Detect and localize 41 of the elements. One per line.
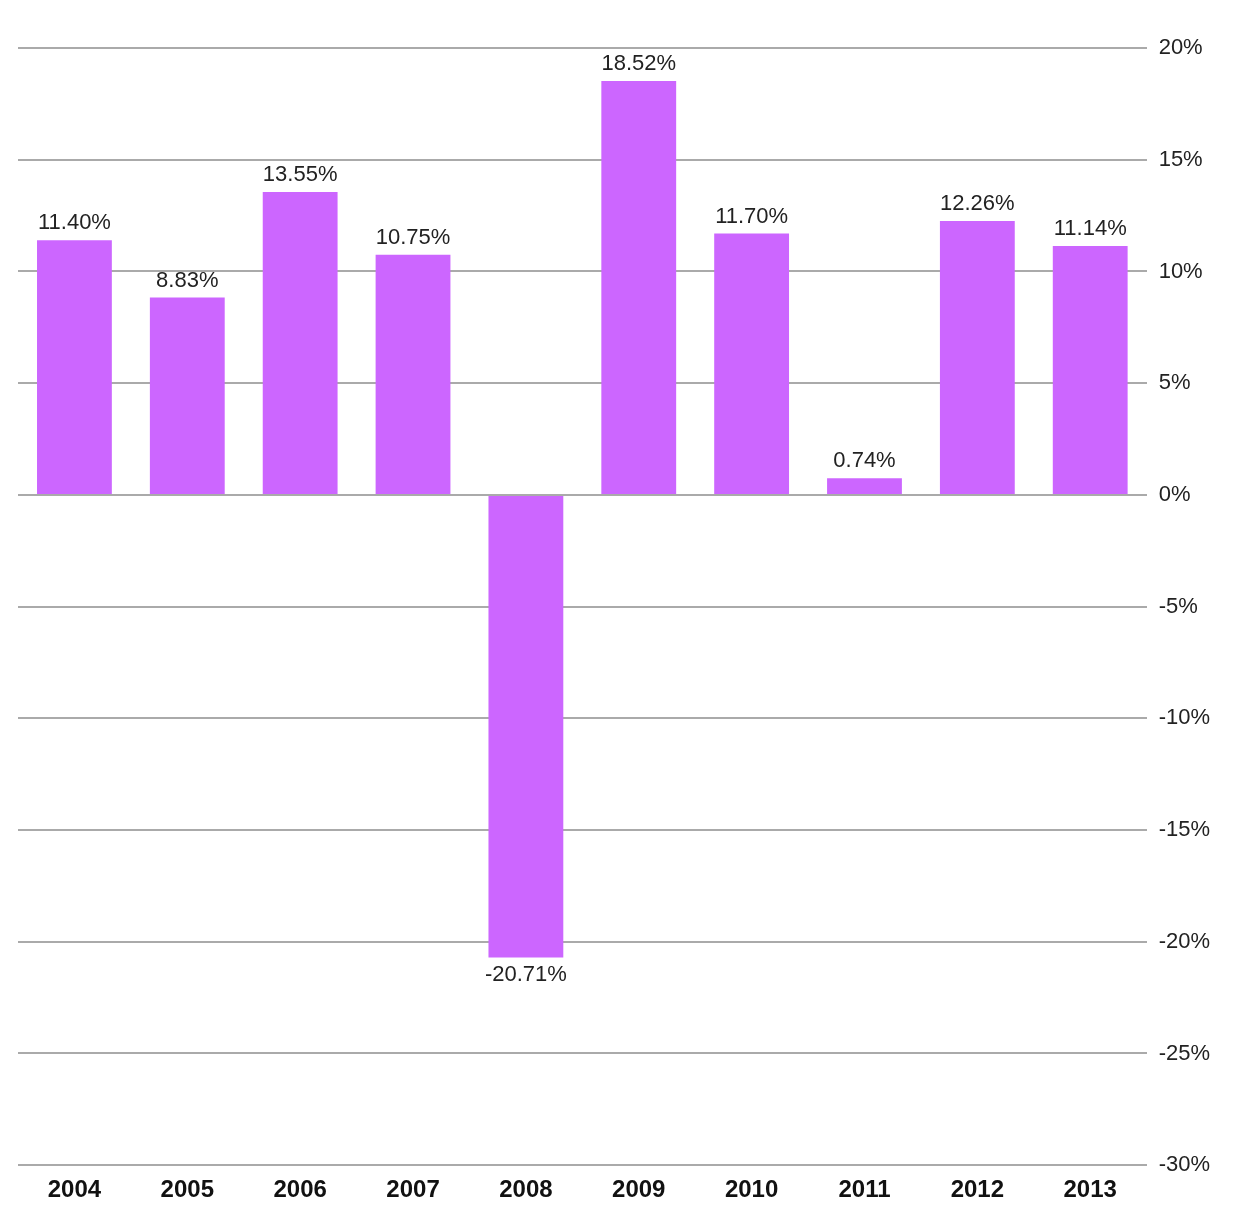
- data-label: -20.71%: [484, 960, 567, 986]
- y-tick-label: 20%: [1158, 34, 1203, 60]
- y-tick-label: 15%: [1158, 145, 1203, 171]
- y-tick-label: -10%: [1158, 704, 1210, 730]
- y-tick-label: -30%: [1158, 1151, 1210, 1177]
- bar: [827, 478, 902, 494]
- bar: [1052, 245, 1128, 494]
- bar: [262, 192, 338, 494]
- bar: [149, 297, 225, 494]
- data-label: 18.52%: [601, 50, 677, 76]
- bar: [37, 240, 112, 494]
- data-label: 11.14%: [1053, 215, 1127, 241]
- x-tick-label: 2013: [1063, 1175, 1117, 1203]
- x-tick-label: 2007: [386, 1175, 440, 1203]
- y-tick-label: 0%: [1158, 480, 1191, 506]
- x-tick-label: 2009: [612, 1175, 666, 1203]
- data-label: 11.40%: [37, 209, 111, 235]
- x-tick-label: 2005: [160, 1175, 214, 1203]
- data-label: 0.74%: [833, 447, 896, 473]
- x-tick-label: 2011: [838, 1175, 891, 1203]
- data-label: 10.75%: [375, 223, 451, 249]
- bar: [375, 254, 451, 494]
- y-tick-label: -20%: [1158, 927, 1210, 953]
- y-tick-label: -25%: [1158, 1039, 1210, 1065]
- bar: [939, 220, 1015, 494]
- x-tick-label: 2008: [499, 1175, 553, 1203]
- y-tick-label: 10%: [1158, 257, 1203, 283]
- x-tick-label: 2004: [47, 1175, 102, 1203]
- bar: [714, 233, 790, 494]
- data-label: 12.26%: [940, 190, 1015, 216]
- bar: [488, 495, 564, 958]
- bar: [601, 81, 677, 494]
- x-tick-label: 2012: [950, 1175, 1005, 1203]
- y-tick-label: -15%: [1158, 816, 1210, 842]
- x-tick-label: 2010: [724, 1175, 779, 1203]
- data-label: 13.55%: [262, 161, 338, 187]
- y-tick-label: -5%: [1158, 592, 1198, 618]
- data-label: 8.83%: [156, 266, 219, 292]
- x-tick-label: 2006: [273, 1175, 327, 1203]
- data-label: 11.70%: [715, 202, 789, 228]
- y-tick-label: 5%: [1158, 369, 1191, 395]
